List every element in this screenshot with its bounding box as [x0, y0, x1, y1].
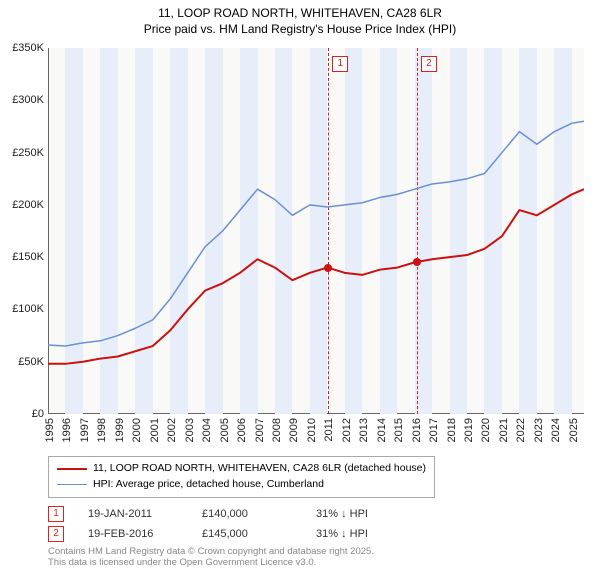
sale-row: 1 19-JAN-2011 £140,000 31% ↓ HPI	[48, 506, 584, 522]
chart-titles: 11, LOOP ROAD NORTH, WHITEHAVEN, CA28 6L…	[0, 0, 600, 37]
line-series	[48, 48, 584, 414]
legend-swatch-hpi	[57, 484, 87, 485]
plot-area: 12 £0£50K£100K£150K£200K£250K£300K£350K …	[48, 48, 584, 414]
footer-line1: Contains HM Land Registry data © Crown c…	[48, 546, 584, 557]
footer-line2: This data is licensed under the Open Gov…	[48, 557, 584, 568]
sale-row: 2 19-FEB-2016 £145,000 31% ↓ HPI	[48, 526, 584, 542]
sale-price: £145,000	[202, 528, 292, 540]
sales-table: 1 19-JAN-2011 £140,000 31% ↓ HPI 2 19-FE…	[48, 506, 584, 568]
legend-label-hpi: HPI: Average price, detached house, Cumb…	[93, 477, 324, 493]
legend-swatch-property	[57, 468, 87, 470]
sale-date: 19-JAN-2011	[88, 508, 178, 520]
legend-box: 11, LOOP ROAD NORTH, WHITEHAVEN, CA28 6L…	[48, 456, 435, 498]
legend-and-footer: 11, LOOP ROAD NORTH, WHITEHAVEN, CA28 6L…	[48, 456, 584, 568]
sale-marker-num: 2	[48, 526, 64, 542]
sale-date: 19-FEB-2016	[88, 528, 178, 540]
title-subtitle: Price paid vs. HM Land Registry's House …	[0, 22, 600, 38]
chart-container: 11, LOOP ROAD NORTH, WHITEHAVEN, CA28 6L…	[0, 0, 600, 560]
legend-row-property: 11, LOOP ROAD NORTH, WHITEHAVEN, CA28 6L…	[57, 461, 426, 477]
sale-delta: 31% ↓ HPI	[316, 528, 406, 540]
legend-label-property: 11, LOOP ROAD NORTH, WHITEHAVEN, CA28 6L…	[93, 461, 426, 477]
sale-marker-num: 1	[48, 506, 64, 522]
sale-delta: 31% ↓ HPI	[316, 508, 406, 520]
footer-copyright: Contains HM Land Registry data © Crown c…	[48, 546, 584, 568]
legend-row-hpi: HPI: Average price, detached house, Cumb…	[57, 477, 426, 493]
sale-price: £140,000	[202, 508, 292, 520]
title-address: 11, LOOP ROAD NORTH, WHITEHAVEN, CA28 6L…	[0, 6, 600, 22]
